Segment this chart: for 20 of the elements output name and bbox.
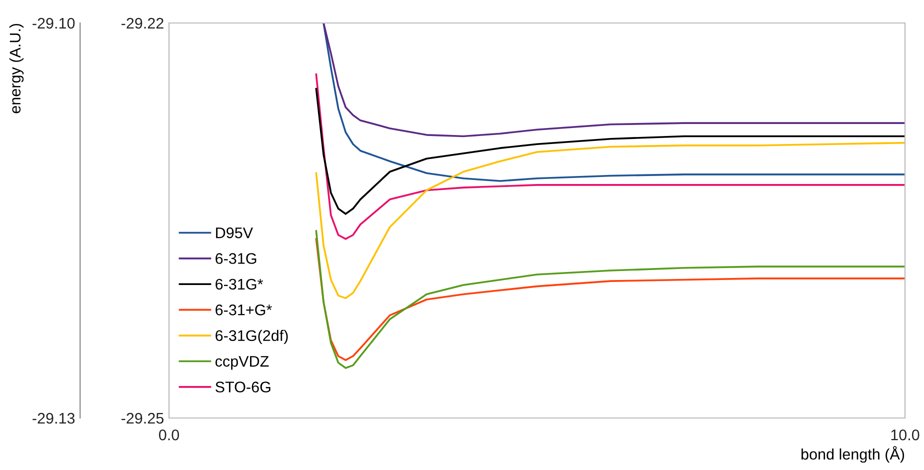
y-tick-label: -29.10 <box>32 18 75 29</box>
legend-label: D95V <box>216 227 253 238</box>
legend-label: 6-31G* <box>216 278 263 290</box>
x-axis-title: bond length (Å) <box>802 446 904 463</box>
legend-label: 6-31+G* <box>216 304 272 316</box>
line-series <box>315 142 905 300</box>
legend-label: 6-31G(2df) <box>216 330 288 344</box>
y-axis-title: energy (A.U.) <box>9 24 24 114</box>
legend-label: ccpVDZ <box>215 356 269 370</box>
line-series <box>322 23 905 182</box>
y2-tick-label: -29.25 <box>122 412 164 424</box>
x-tick-label: 0.0 <box>158 430 180 440</box>
x-tick-label: 10.0 <box>891 430 920 440</box>
line-series <box>315 73 905 240</box>
y2-tick-label: -29.22 <box>122 18 164 29</box>
legend-label: STO-6G <box>216 382 270 392</box>
line-series <box>315 88 905 215</box>
y-tick-label: -29.13 <box>32 412 75 424</box>
legend-label: 6-31G <box>216 253 256 264</box>
line-series <box>322 23 905 138</box>
